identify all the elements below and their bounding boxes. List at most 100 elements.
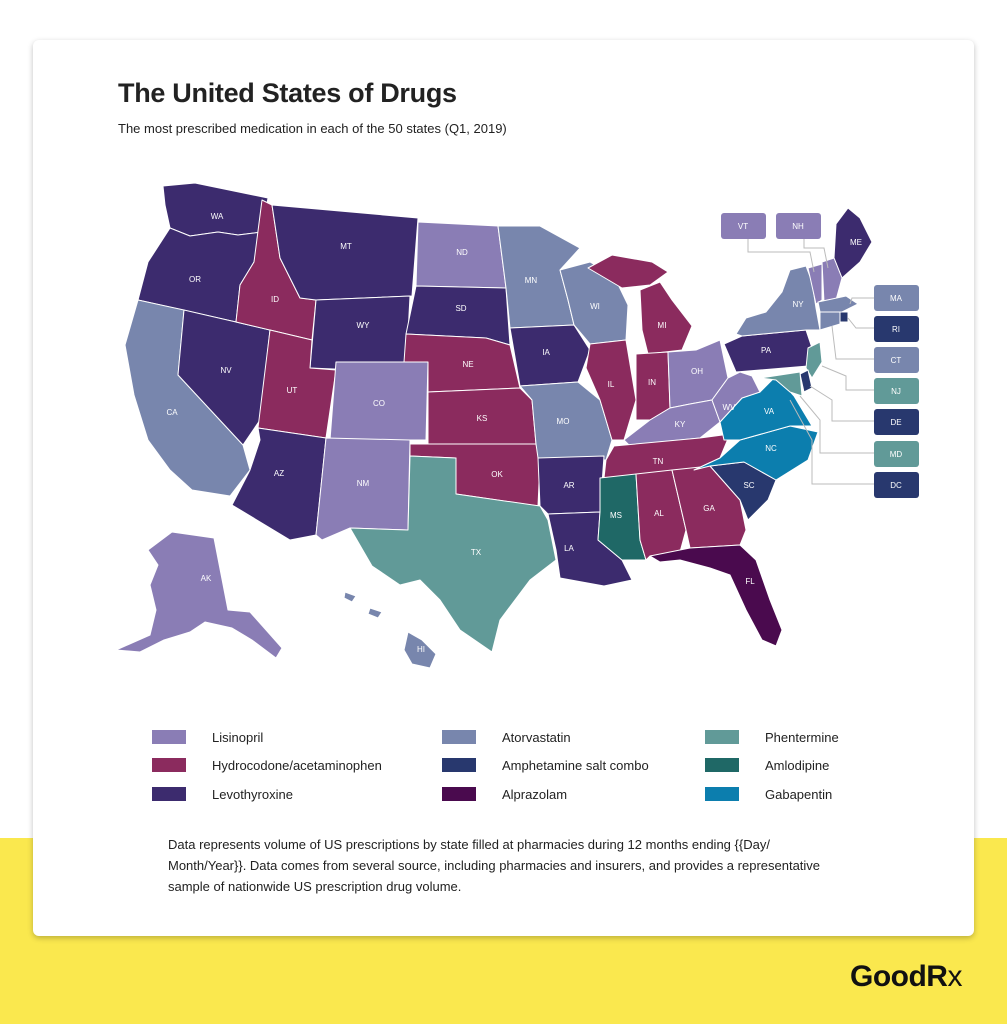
legend-label: Phentermine <box>765 729 839 745</box>
state-label-nd: ND <box>456 248 468 257</box>
state-label-nh: NH <box>792 222 804 231</box>
state-label-al: AL <box>654 509 664 518</box>
legend-swatch <box>152 758 186 772</box>
legend-swatch <box>152 730 186 744</box>
state-label-tn: TN <box>653 457 664 466</box>
legend-label: Gabapentin <box>765 786 833 802</box>
page-title: The United States of Drugs <box>118 78 457 108</box>
state-hi <box>343 591 437 669</box>
state-nh <box>821 257 843 303</box>
state-label-ga: GA <box>703 504 715 513</box>
state-label-wv: WV <box>723 403 737 412</box>
state-ct <box>819 311 841 331</box>
state-nm <box>315 437 411 541</box>
state-ri-callout <box>874 316 919 342</box>
state-mt <box>271 204 419 301</box>
state-ak <box>115 531 283 659</box>
state-label-nc: NC <box>765 444 777 453</box>
state-label-hi: HI <box>417 645 425 654</box>
state-label-mt: MT <box>340 242 352 251</box>
state-label-co: CO <box>373 399 385 408</box>
state-label-tx: TX <box>471 548 482 557</box>
legend-item: Gabapentin <box>705 784 832 804</box>
legend-swatch <box>442 787 476 801</box>
legend-swatch <box>705 787 739 801</box>
state-wa <box>162 182 269 237</box>
state-label-wy: WY <box>357 321 371 330</box>
state-label-ny: NY <box>792 300 804 309</box>
state-ma <box>817 295 859 313</box>
legend-item: Amphetamine salt combo <box>442 755 649 775</box>
state-label-ms: MS <box>610 511 622 520</box>
state-ma-callout <box>874 285 919 311</box>
state-label-nm: NM <box>357 479 370 488</box>
logo-text: GoodR <box>850 960 948 993</box>
legend-label: Alprazolam <box>502 786 568 802</box>
state-label-de: DE <box>890 418 901 427</box>
state-dc-callout <box>874 472 919 498</box>
state-mi <box>587 254 693 355</box>
legend-item: Atorvastatin <box>442 727 571 747</box>
legend-label: Levothyroxine <box>212 786 293 802</box>
legend-label: Atorvastatin <box>502 729 571 745</box>
state-label-va: VA <box>764 407 775 416</box>
state-label-ks: KS <box>477 414 488 423</box>
state-label-az: AZ <box>274 469 284 478</box>
goodrx-logo: GoodRx <box>850 960 962 994</box>
state-vt <box>807 263 823 305</box>
state-vt-callout <box>721 213 766 239</box>
state-label-ri: RI <box>892 325 900 334</box>
state-label-sc: SC <box>743 481 754 490</box>
state-de <box>799 369 813 393</box>
state-nc <box>693 425 819 481</box>
state-label-dc: DC <box>890 481 902 490</box>
state-label-mo: MO <box>557 417 570 426</box>
legend-swatch <box>152 787 186 801</box>
state-label-ut: UT <box>287 386 298 395</box>
state-label-ak: AK <box>201 574 212 583</box>
state-label-ok: OK <box>491 470 503 479</box>
state-tx <box>349 455 557 653</box>
state-label-ne: NE <box>462 360 473 369</box>
state-label-vt: VT <box>738 222 748 231</box>
state-label-nj: NJ <box>891 387 901 396</box>
state-label-in: IN <box>648 378 656 387</box>
state-label-id: ID <box>271 295 279 304</box>
state-label-or: OR <box>189 275 201 284</box>
state-label-sd: SD <box>455 304 466 313</box>
legend-item: Amlodipine <box>705 755 829 775</box>
state-label-ia: IA <box>542 348 550 357</box>
state-label-oh: OH <box>691 367 703 376</box>
legend-label: Lisinopril <box>212 729 264 745</box>
legend-label: Amlodipine <box>765 757 830 773</box>
legend-item: Hydrocodone/acetaminophen <box>152 755 382 775</box>
legend-swatch <box>705 758 739 772</box>
legend-item: Levothyroxine <box>152 784 293 804</box>
legend-item: Alprazolam <box>442 784 567 804</box>
legend-label: Hydrocodone/acetaminophen <box>212 757 382 773</box>
state-label-ma: MA <box>890 294 903 303</box>
legend-swatch <box>442 730 476 744</box>
state-label-wa: WA <box>211 212 224 221</box>
state-co <box>329 361 429 441</box>
state-label-il: IL <box>608 380 615 389</box>
state-label-ct: CT <box>891 356 902 365</box>
state-nj <box>805 341 823 379</box>
state-nh-callout <box>776 213 821 239</box>
state-label-la: LA <box>564 544 574 553</box>
state-md <box>759 371 803 397</box>
state-label-wi: WI <box>590 302 600 311</box>
state-fl <box>649 544 783 647</box>
page-subtitle: The most prescribed medication in each o… <box>118 121 507 136</box>
state-label-mi: MI <box>658 321 667 330</box>
legend-label: Amphetamine salt combo <box>502 757 649 773</box>
state-ny <box>735 265 821 337</box>
state-label-md: MD <box>890 450 903 459</box>
legend-item: Lisinopril <box>152 727 263 747</box>
state-ct-callout <box>874 347 919 373</box>
state-label-ky: KY <box>675 420 686 429</box>
state-il <box>585 339 637 441</box>
state-ia <box>509 324 591 387</box>
state-de-callout <box>874 409 919 435</box>
